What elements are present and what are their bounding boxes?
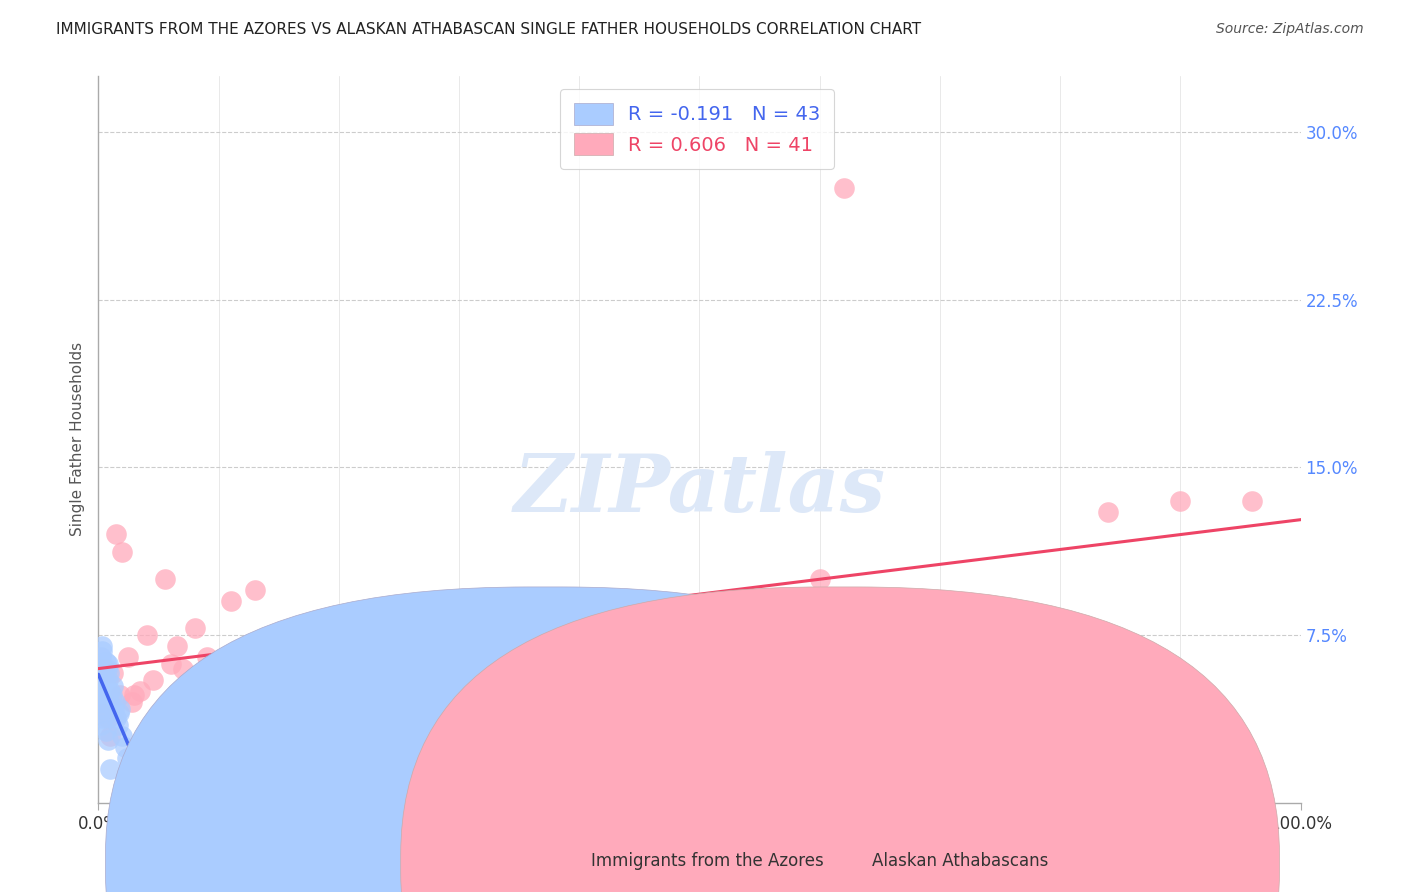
Point	[98, 695, 121, 709]
Point	[97, 733, 120, 747]
Point	[101, 680, 124, 694]
Text: Immigrants from the Azores: Immigrants from the Azores	[591, 852, 824, 870]
Point	[412, 650, 434, 665]
Point	[94, 655, 117, 669]
Point	[688, 706, 710, 721]
Point	[91, 662, 114, 676]
Point	[105, 711, 128, 725]
Point	[91, 643, 114, 657]
Point	[107, 717, 129, 731]
Point	[328, 639, 350, 653]
Point	[195, 650, 218, 665]
Point	[364, 616, 387, 631]
Point	[219, 594, 242, 608]
Point	[737, 657, 759, 672]
Point	[1097, 505, 1119, 519]
Point	[91, 684, 114, 698]
Point	[91, 680, 114, 694]
Point	[91, 695, 114, 709]
Point	[94, 724, 117, 739]
Point	[111, 545, 134, 559]
Point	[117, 650, 139, 665]
Point	[105, 527, 128, 541]
Point	[101, 666, 124, 681]
Point	[129, 684, 152, 698]
Point	[103, 702, 125, 716]
Point	[141, 673, 163, 687]
Point	[94, 680, 117, 694]
Point	[267, 650, 290, 665]
Point	[100, 729, 122, 743]
Point	[117, 751, 139, 765]
Point	[159, 657, 181, 672]
Point	[111, 729, 134, 743]
Point	[93, 662, 115, 676]
Text: Source: ZipAtlas.com: Source: ZipAtlas.com	[1216, 22, 1364, 37]
Point	[108, 689, 131, 703]
Point	[98, 666, 121, 681]
Legend: R = -0.191   N = 43, R = 0.606   N = 41: R = -0.191 N = 43, R = 0.606 N = 41	[560, 89, 834, 169]
Point	[93, 666, 115, 681]
Point	[100, 762, 122, 776]
Point	[100, 689, 122, 703]
Point	[90, 717, 112, 731]
Point	[89, 662, 111, 676]
Point	[97, 711, 120, 725]
Point	[89, 706, 111, 721]
Point	[605, 673, 627, 687]
Point	[183, 621, 205, 635]
Point	[93, 702, 115, 716]
Point	[472, 673, 495, 687]
Point	[96, 689, 118, 703]
Point	[243, 583, 266, 598]
Point	[880, 639, 903, 653]
Y-axis label: Single Father Households: Single Father Households	[69, 343, 84, 536]
Text: Alaskan Athabascans: Alaskan Athabascans	[872, 852, 1047, 870]
Point	[93, 684, 115, 698]
Point	[100, 684, 122, 698]
Point	[953, 606, 976, 620]
Point	[291, 628, 314, 642]
Point	[1241, 493, 1264, 508]
Point	[1025, 616, 1047, 631]
Point	[808, 572, 831, 586]
Point	[544, 628, 567, 642]
Point	[208, 666, 231, 681]
Text: IMMIGRANTS FROM THE AZORES VS ALASKAN ATHABASCAN SINGLE FATHER HOUSEHOLDS CORREL: IMMIGRANTS FROM THE AZORES VS ALASKAN AT…	[56, 22, 921, 37]
Point	[90, 666, 112, 681]
Point	[832, 180, 855, 194]
Point	[90, 657, 112, 672]
Point	[97, 673, 120, 687]
Point	[91, 711, 114, 725]
Point	[93, 695, 115, 709]
Point	[121, 695, 143, 709]
Point	[114, 739, 136, 754]
Point	[124, 689, 146, 703]
Point	[91, 689, 114, 703]
Point	[91, 639, 114, 653]
Point	[96, 662, 118, 676]
Point	[166, 639, 188, 653]
Point	[104, 695, 127, 709]
Point	[172, 662, 194, 676]
Point	[91, 673, 114, 687]
Point	[664, 650, 686, 665]
Point	[108, 702, 131, 716]
Point	[1170, 493, 1192, 508]
Point	[90, 650, 112, 665]
Point	[90, 706, 112, 721]
Point	[153, 572, 176, 586]
Point	[108, 706, 131, 721]
Point	[97, 657, 120, 672]
Text: ZIPatlas: ZIPatlas	[513, 451, 886, 529]
Point	[135, 628, 157, 642]
Point	[89, 673, 111, 687]
